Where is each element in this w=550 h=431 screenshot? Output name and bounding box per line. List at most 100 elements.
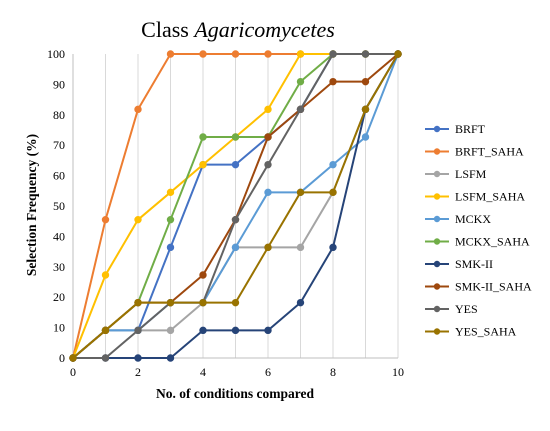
x-tick-label-6: 6 [265,365,271,379]
data-point [166,215,175,224]
data-point [101,354,110,362]
legend-marker [433,238,441,245]
data-point [329,188,337,197]
chart-title-italic: Agaricomycetes [192,17,335,42]
data-point [394,50,402,58]
data-point [231,243,240,252]
legend-marker [433,305,441,313]
y-tick-label-70: 70 [53,138,65,152]
legend-label: MCKX [455,212,491,226]
legend-marker [433,283,441,290]
x-axis-title: No. of conditions compared [156,386,314,401]
series-yes-saha [69,50,402,362]
legend-entry: YES [425,302,478,316]
x-tick-label-4: 4 [200,365,206,379]
data-point [231,133,240,141]
data-point [166,188,175,197]
x-tick-label-0: 0 [70,365,76,379]
data-point [134,105,142,114]
legend-marker [433,260,441,268]
data-point [101,326,110,335]
data-point [199,160,207,169]
data-point [361,133,370,141]
legend-entry: BRFT [425,122,486,136]
data-point [329,160,337,169]
legend-marker [433,215,441,223]
y-tick-label-0: 0 [59,351,65,365]
legend-label: SMK-II_SAHA [455,280,532,294]
legend-entry: SMK-II [425,257,493,271]
legend-entry: LSFM_SAHA [425,190,525,204]
data-point [361,77,370,86]
legend-entry: YES_SAHA [425,325,517,339]
data-point [361,50,370,58]
data-point [361,105,370,114]
legend-entry: BRFT_SAHA [425,145,524,159]
legend-marker [433,148,441,155]
data-point [296,188,305,197]
legend-label: BRFT_SAHA [455,145,524,159]
data-point [231,160,240,169]
data-point [296,243,305,252]
data-point [329,243,337,252]
data-point [264,188,272,197]
data-point [199,50,207,58]
data-point [329,50,337,58]
grid-lines [72,54,399,358]
data-point [166,243,175,252]
legend-label: MCKX_SAHA [455,235,530,249]
y-tick-label-10: 10 [53,321,65,335]
y-tick-label-40: 40 [53,229,65,243]
data-point [264,105,272,114]
data-point [101,215,110,224]
data-point [199,298,207,307]
data-point [264,160,272,169]
data-point [101,271,110,279]
data-point [69,354,77,362]
data-point [329,77,337,86]
series-layer [69,50,402,362]
x-tick-label-8: 8 [330,365,336,379]
data-point [199,326,207,335]
legend: BRFT BRFT_SAHA LSFM LSFM_SAHA MCKX MCKX_SAHA S… [425,122,532,339]
data-point [134,298,142,307]
legend-label: BRFT [455,122,486,136]
y-tick-label-100: 100 [47,47,65,61]
tick-labels: 0 10 20 30 40 50 60 70 80 90 100 0 2 4 6 8 10 [47,47,404,379]
data-point [134,326,142,335]
y-axis-title: Selection Frequency (%) [24,134,39,276]
y-tick-label-90: 90 [53,77,65,91]
data-point [166,354,175,362]
data-point [166,50,175,58]
legend-marker [433,170,441,178]
data-point [166,298,175,307]
legend-label: LSFM_SAHA [455,190,525,204]
y-tick-label-60: 60 [53,169,65,183]
y-tick-label-30: 30 [53,260,65,274]
y-tick-label-20: 20 [53,290,65,304]
data-point [231,50,240,58]
legend-marker [433,125,441,133]
legend-label: SMK-II [455,257,493,271]
data-point [199,133,207,141]
legend-marker [433,328,441,335]
data-point [231,298,240,307]
legend-label: LSFM [455,167,487,181]
data-point [296,298,305,307]
legend-entry: MCKX [425,212,491,226]
data-point [231,326,240,335]
data-point [264,50,272,58]
data-point [231,215,240,224]
data-point [296,105,305,114]
legend-label: YES_SAHA [455,325,517,339]
data-point [296,50,305,58]
data-point [264,326,272,335]
y-tick-label-80: 80 [53,108,65,122]
legend-entry: MCKX_SAHA [425,235,530,249]
data-point [134,354,142,362]
x-tick-label-2: 2 [135,365,141,379]
y-tick-label-50: 50 [53,199,65,213]
legend-label: YES [455,302,478,316]
